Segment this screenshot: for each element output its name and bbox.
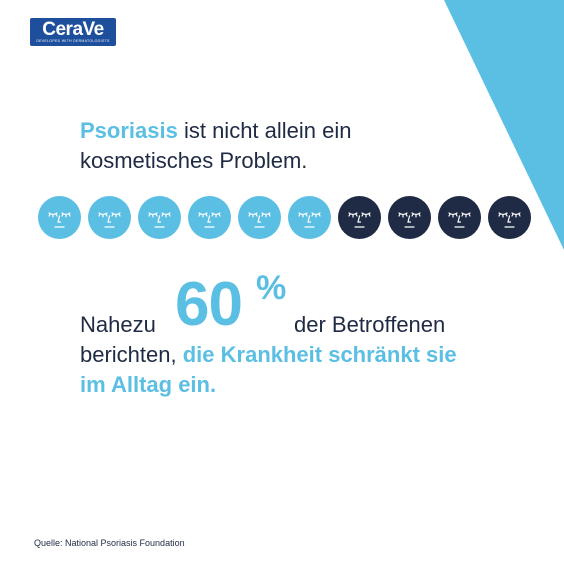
face-icon-light [88, 196, 131, 239]
stat-number: 60 [175, 270, 243, 339]
face-icon-row [38, 196, 531, 239]
face-eyes-closed-icon [448, 212, 471, 228]
headline: Psoriasis ist nicht allein ein kosmetisc… [80, 116, 460, 176]
headline-highlight: Psoriasis [80, 118, 178, 143]
statistic: Nahezu 60 % der Betroffenen [80, 262, 540, 342]
face-eyes-closed-icon [248, 212, 271, 228]
stat-percent-sign: % [256, 269, 287, 307]
face-icon-light [188, 196, 231, 239]
face-eyes-closed-icon [148, 212, 171, 228]
headline-line1-rest: ist nicht allein ein [177, 118, 352, 143]
brand-logo: CeraVe DEVELOPED WITH DERMATOLOGISTS [30, 18, 116, 46]
face-eyes-closed-icon [348, 212, 371, 228]
face-icon-light [138, 196, 181, 239]
face-icon-dark [488, 196, 531, 239]
face-eyes-closed-icon [298, 212, 321, 228]
face-icon-dark [388, 196, 431, 239]
headline-line2: kosmetisches Problem. [80, 148, 308, 173]
face-eyes-closed-icon [498, 212, 521, 228]
stat-prefix: Nahezu [80, 312, 156, 337]
face-icon-light [288, 196, 331, 239]
body-plain: berichten, [80, 342, 183, 367]
brand-tagline: DEVELOPED WITH DERMATOLOGISTS [36, 38, 110, 43]
source-note: Quelle: National Psoriasis Foundation [34, 538, 185, 548]
face-icon-dark [438, 196, 481, 239]
face-icon-light [238, 196, 281, 239]
body-highlight-line2: im Alltag ein. [80, 372, 217, 397]
brand-name: CeraVe [42, 18, 104, 40]
face-eyes-closed-icon [398, 212, 421, 228]
body-text: berichten, die Krankheit schränkt sie im… [80, 340, 520, 400]
face-eyes-closed-icon [48, 212, 71, 228]
face-icon-light [38, 196, 81, 239]
stat-suffix: der Betroffenen [294, 312, 446, 337]
face-icon-dark [338, 196, 381, 239]
face-eyes-closed-icon [98, 212, 121, 228]
face-eyes-closed-icon [198, 212, 221, 228]
body-highlight-line1: die Krankheit schränkt sie [182, 342, 457, 367]
